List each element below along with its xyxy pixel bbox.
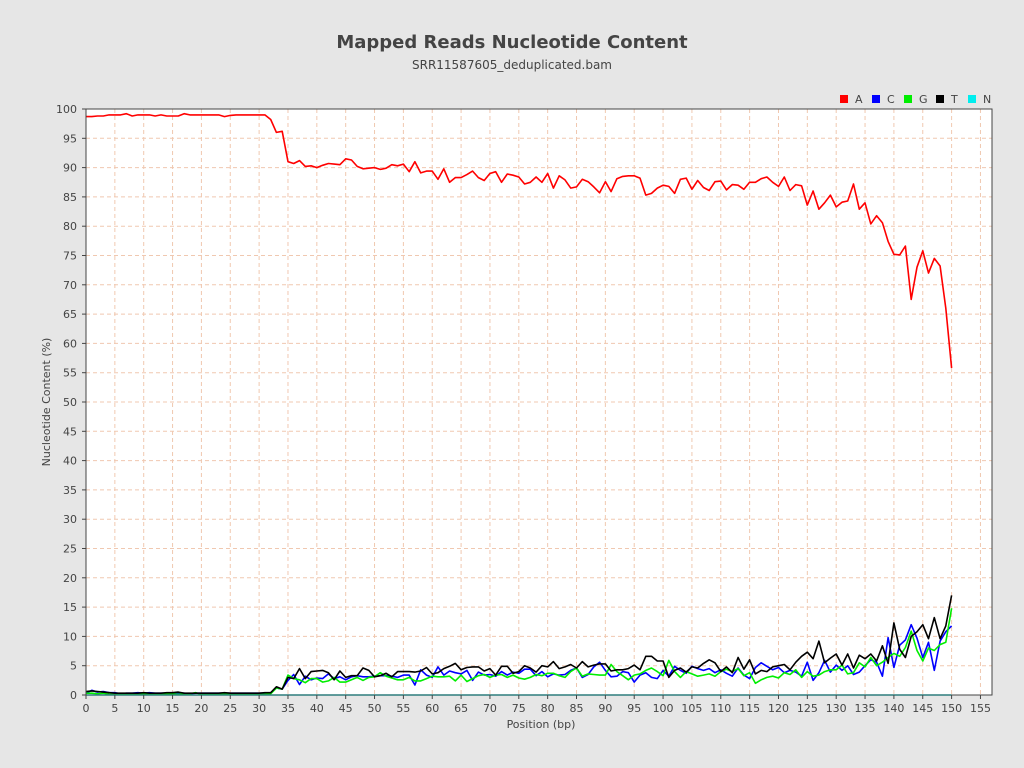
y-tick-label: 20 bbox=[63, 572, 77, 585]
legend-label: C bbox=[887, 93, 895, 106]
x-tick-label: 45 bbox=[339, 702, 353, 715]
y-tick-label: 60 bbox=[63, 337, 77, 350]
y-tick-label: 80 bbox=[63, 220, 77, 233]
x-tick-label: 40 bbox=[310, 702, 324, 715]
x-tick-label: 155 bbox=[970, 702, 991, 715]
legend-swatch bbox=[904, 95, 912, 103]
x-axis-ticks: 0 5 10 15 20 25 30 35 40 45 50 55 60 65 70 75 80 85 90 95 10… bbox=[83, 695, 991, 715]
x-tick-label: 70 bbox=[483, 702, 497, 715]
y-tick-label: 30 bbox=[63, 513, 77, 526]
x-tick-label: 105 bbox=[681, 702, 702, 715]
x-tick-label: 50 bbox=[368, 702, 382, 715]
x-tick-label: 95 bbox=[627, 702, 641, 715]
x-tick-label: 5 bbox=[111, 702, 118, 715]
series-line-a bbox=[86, 112, 953, 369]
legend-item-c: C bbox=[872, 93, 895, 106]
legend-item-t: T bbox=[936, 93, 958, 106]
y-tick-label: 70 bbox=[63, 279, 77, 292]
y-axis-label: Nucleotide Content (%) bbox=[40, 338, 53, 467]
y-tick-label: 10 bbox=[63, 630, 77, 643]
x-tick-label: 130 bbox=[826, 702, 847, 715]
series-line-t bbox=[85, 595, 953, 695]
legend-swatch bbox=[872, 95, 880, 103]
x-tick-label: 90 bbox=[598, 702, 612, 715]
chart-title: Mapped Reads Nucleotide Content bbox=[336, 32, 688, 53]
y-tick-label: 40 bbox=[63, 455, 77, 468]
x-tick-label: 30 bbox=[252, 702, 266, 715]
x-tick-label: 15 bbox=[166, 702, 180, 715]
x-tick-label: 65 bbox=[454, 702, 468, 715]
x-tick-label: 0 bbox=[83, 702, 90, 715]
x-tick-label: 80 bbox=[541, 702, 555, 715]
x-tick-label: 140 bbox=[883, 702, 904, 715]
legend-swatch bbox=[968, 95, 976, 103]
x-tick-label: 125 bbox=[797, 702, 818, 715]
legend-swatch bbox=[936, 95, 944, 103]
y-tick-label: 25 bbox=[63, 543, 77, 556]
y-tick-label: 85 bbox=[63, 191, 77, 204]
legend-label: A bbox=[855, 93, 863, 106]
chart-subtitle: SRR11587605_deduplicated.bam bbox=[412, 58, 612, 72]
legend-item-g: G bbox=[904, 93, 928, 106]
y-tick-label: 35 bbox=[63, 484, 77, 497]
x-tick-label: 150 bbox=[941, 702, 962, 715]
x-tick-label: 110 bbox=[710, 702, 731, 715]
x-tick-label: 135 bbox=[855, 702, 876, 715]
legend-label: T bbox=[950, 93, 958, 106]
y-tick-label: 65 bbox=[63, 308, 77, 321]
x-tick-label: 100 bbox=[653, 702, 674, 715]
y-tick-label: 5 bbox=[70, 660, 77, 673]
y-tick-label: 100 bbox=[56, 103, 77, 116]
y-tick-label: 55 bbox=[63, 367, 77, 380]
legend-item-n: N bbox=[968, 93, 991, 106]
x-tick-label: 115 bbox=[739, 702, 760, 715]
y-tick-label: 75 bbox=[63, 250, 77, 263]
x-tick-label: 145 bbox=[912, 702, 933, 715]
y-axis-ticks: 0 5 10 15 20 25 30 35 40 45 50 55 60 65 70 75 80 85 90 95 10… bbox=[56, 103, 86, 702]
x-tick-label: 85 bbox=[570, 702, 584, 715]
legend-label: G bbox=[919, 93, 928, 106]
y-tick-label: 90 bbox=[63, 162, 77, 175]
x-tick-label: 20 bbox=[194, 702, 208, 715]
legend-swatch bbox=[840, 95, 848, 103]
x-tick-label: 55 bbox=[396, 702, 410, 715]
y-tick-label: 0 bbox=[70, 689, 77, 702]
x-tick-label: 25 bbox=[223, 702, 237, 715]
y-tick-label: 50 bbox=[63, 396, 77, 409]
x-tick-label: 75 bbox=[512, 702, 526, 715]
y-tick-label: 95 bbox=[63, 132, 77, 145]
x-tick-label: 35 bbox=[281, 702, 295, 715]
x-tick-label: 10 bbox=[137, 702, 151, 715]
y-tick-label: 15 bbox=[63, 601, 77, 614]
x-axis-label: Position (bp) bbox=[507, 718, 576, 731]
legend-label: N bbox=[983, 93, 991, 106]
x-tick-label: 60 bbox=[425, 702, 439, 715]
legend-item-a: A bbox=[840, 93, 863, 106]
x-tick-label: 120 bbox=[768, 702, 789, 715]
y-tick-label: 45 bbox=[63, 425, 77, 438]
